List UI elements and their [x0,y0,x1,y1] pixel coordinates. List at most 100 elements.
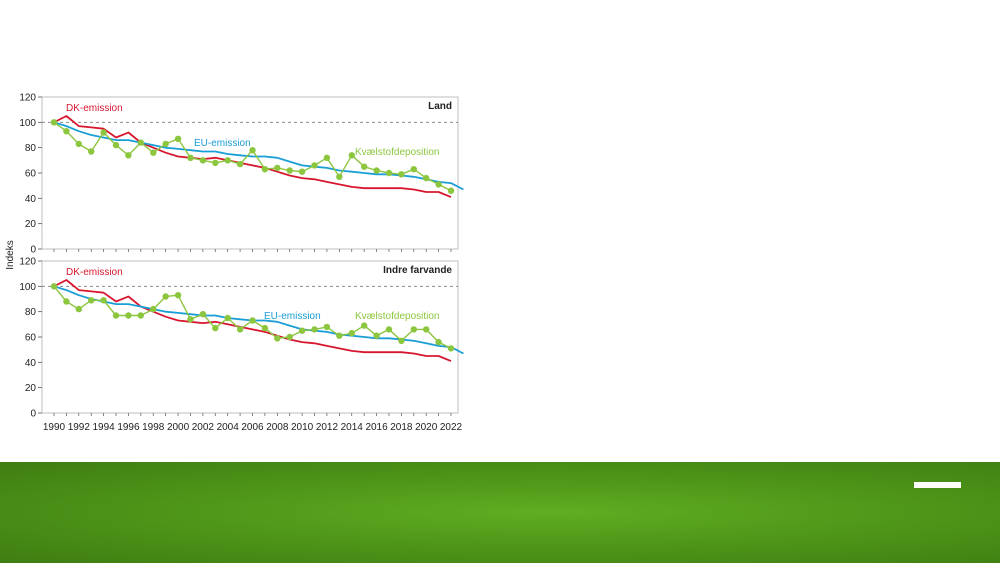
data-point [410,326,417,333]
series-label: DK-emission [66,103,123,114]
data-point [311,162,318,169]
x-tick-label: 2018 [390,422,413,433]
data-point [249,147,256,154]
data-point [125,152,132,159]
data-point [100,297,107,304]
data-point [348,152,355,159]
x-tick-label: 2022 [440,422,463,433]
data-point [385,326,393,333]
data-point [274,164,281,172]
x-tick-label: 2008 [266,422,289,433]
data-point [323,323,331,331]
data-point [323,154,331,161]
data-point [174,135,182,142]
x-tick-label: 1998 [142,422,165,433]
panel-title: Indre farvande [383,265,452,276]
x-tick-label: 2020 [415,422,438,433]
logo-bar [914,482,961,488]
data-point [224,157,231,164]
data-point [398,337,405,344]
data-point [286,333,293,341]
y-tick-label: 0 [30,245,36,256]
y-tick-label: 40 [25,194,37,205]
y-tick-label: 100 [19,282,36,293]
series-label: Kvælstofdeposition [355,311,440,322]
data-point [373,332,380,339]
y-tick-label: 120 [19,93,36,104]
panel-title: Land [428,101,452,112]
data-point [336,173,343,180]
data-point [63,298,70,305]
x-tick-label: 1994 [93,422,116,433]
y-tick-label: 20 [25,383,37,394]
y-tick-label: 80 [25,307,37,318]
data-point [50,283,58,290]
data-point [137,139,144,146]
x-tick-label: 2000 [167,422,190,433]
data-point [261,324,269,332]
data-point [361,322,368,329]
data-point [298,168,306,175]
x-tick-label: 2006 [241,422,264,433]
data-point [162,140,169,148]
y-tick-label: 60 [25,333,37,344]
data-point [423,174,430,182]
x-tick-label: 2014 [341,422,364,433]
x-tick-label: 2010 [291,422,314,433]
x-tick-label: 2004 [217,422,240,433]
y-axis-label: Indeks [5,240,16,269]
data-point [336,332,343,339]
data-point [261,166,269,173]
series-label: EU-emission [264,311,321,322]
x-tick-label: 2016 [365,422,388,433]
data-point [75,305,83,313]
data-point [174,292,182,299]
data-point [187,154,194,161]
data-point [150,149,157,156]
series-label: Kvælstofdeposition [355,147,440,158]
x-tick-label: 1996 [117,422,140,433]
data-point [373,167,380,174]
data-point [100,129,107,136]
series-label: EU-emission [194,138,251,149]
series-line-EU-emission [53,121,464,191]
data-point [212,159,219,167]
y-tick-label: 40 [25,358,37,369]
y-tick-label: 60 [25,169,37,180]
data-point [385,169,393,177]
plot-area-1 [41,260,459,414]
data-point [274,335,281,342]
y-tick-label: 100 [19,118,36,129]
data-point [212,324,219,332]
data-point [162,293,169,300]
series-line-DK-emission [53,115,452,198]
y-tick-label: 20 [25,219,37,230]
data-point [298,327,306,334]
x-tick-label: 2012 [316,422,339,433]
data-point [286,167,293,174]
data-point [187,316,194,323]
data-point [249,317,256,324]
data-point [88,297,95,304]
data-point [348,330,355,337]
footer-band [0,462,1000,563]
data-point [361,163,368,170]
x-tick-label: 1990 [43,422,66,433]
series-label: DK-emission [66,267,123,278]
x-tick-label: 2002 [192,422,215,433]
data-point [75,140,83,148]
x-tick-label: 1992 [68,422,91,433]
data-point [423,326,430,333]
data-point [435,181,442,188]
data-point [112,312,120,319]
y-tick-label: 120 [19,257,36,268]
data-point [88,148,95,155]
data-point [125,312,132,319]
data-point [236,160,244,168]
data-point [199,311,207,318]
data-point [236,326,244,333]
data-point [63,128,70,135]
data-point [150,305,157,313]
data-point [447,345,455,352]
